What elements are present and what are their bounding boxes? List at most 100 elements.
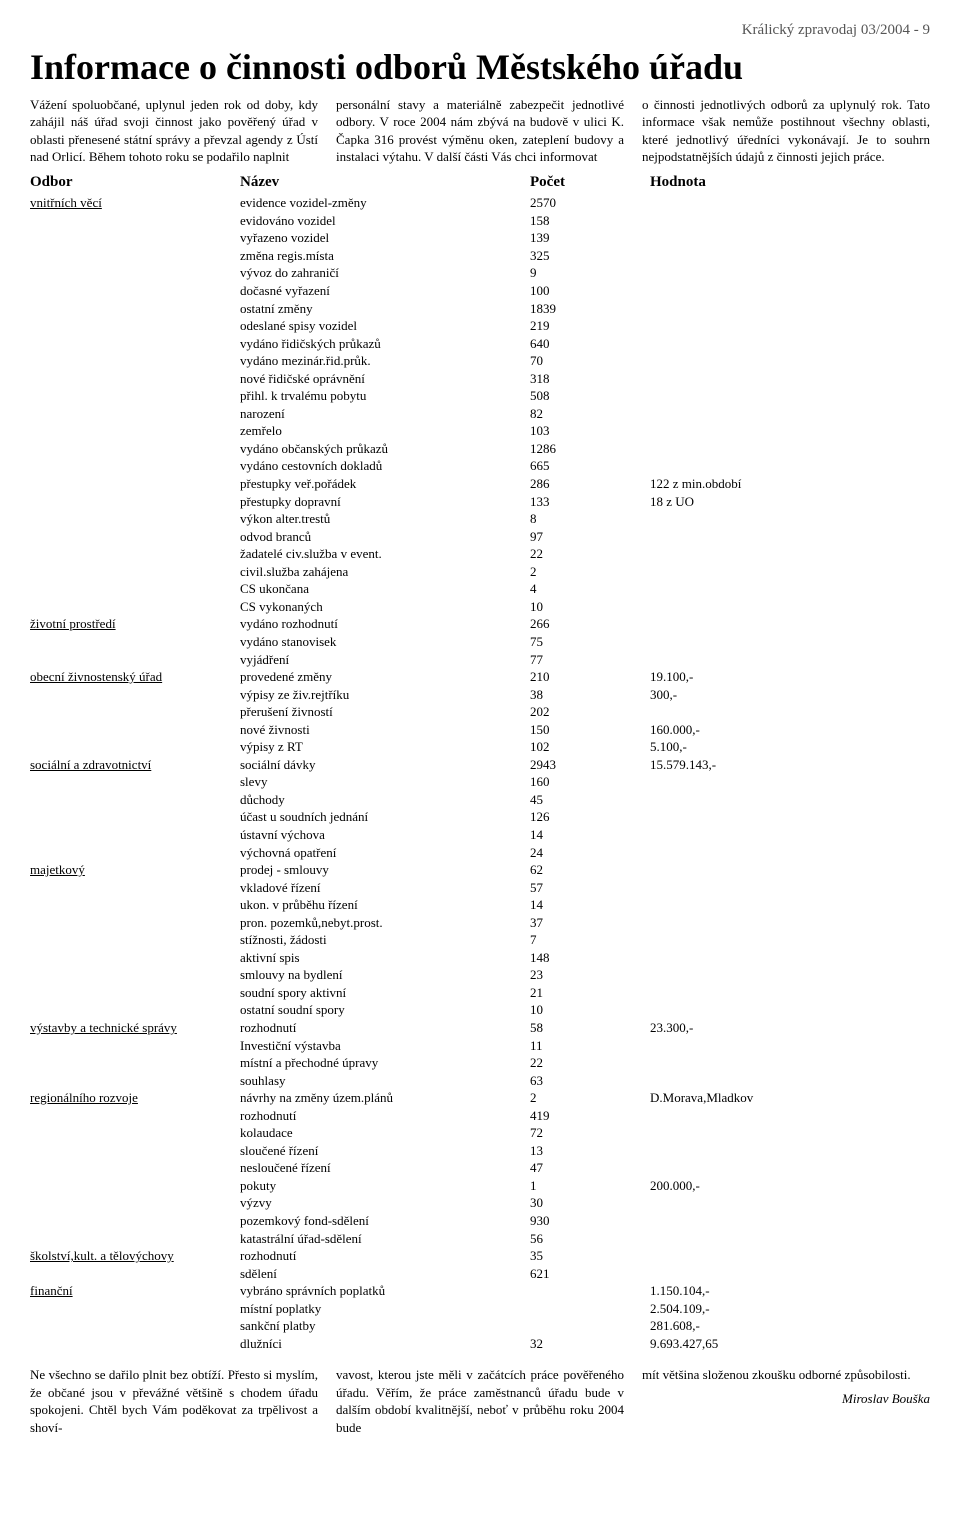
cell-odbor xyxy=(30,422,240,440)
cell-pocet: 8 xyxy=(530,510,650,528)
cell-nazev: odvod branců xyxy=(240,528,530,546)
cell-hodnota xyxy=(650,826,930,844)
cell-odbor xyxy=(30,966,240,984)
cell-pocet: 160 xyxy=(530,773,650,791)
cell-nazev: aktivní spis xyxy=(240,949,530,967)
cell-nazev: ústavní výchova xyxy=(240,826,530,844)
cell-pocet: 62 xyxy=(530,861,650,879)
cell-odbor xyxy=(30,931,240,949)
cell-hodnota: 9.693.427,65 xyxy=(650,1335,930,1353)
cell-odbor: finanční xyxy=(30,1282,240,1300)
cell-odbor xyxy=(30,984,240,1002)
cell-hodnota xyxy=(650,510,930,528)
table-row: nové řidičské oprávnění318 xyxy=(30,370,930,388)
cell-odbor: sociální a zdravotnictví xyxy=(30,756,240,774)
cell-nazev: slevy xyxy=(240,773,530,791)
signature: Miroslav Bouška xyxy=(642,1390,930,1408)
cell-pocet: 286 xyxy=(530,475,650,493)
cell-hodnota xyxy=(650,1072,930,1090)
cell-nazev: evidence vozidel-změny xyxy=(240,194,530,212)
cell-nazev: sdělení xyxy=(240,1265,530,1283)
cell-nazev: kolaudace xyxy=(240,1124,530,1142)
cell-pocet: 1286 xyxy=(530,440,650,458)
cell-nazev: přestupky dopravní xyxy=(240,493,530,511)
cell-odbor xyxy=(30,914,240,932)
cell-odbor xyxy=(30,282,240,300)
cell-pocet: 2570 xyxy=(530,194,650,212)
cell-hodnota xyxy=(650,633,930,651)
cell-pocet: 82 xyxy=(530,405,650,423)
cell-odbor xyxy=(30,1037,240,1055)
cell-odbor xyxy=(30,493,240,511)
cell-odbor xyxy=(30,212,240,230)
cell-pocet: 37 xyxy=(530,914,650,932)
table-row: regionálního rozvojenávrhy na změny územ… xyxy=(30,1089,930,1107)
cell-nazev: vydáno stanovisek xyxy=(240,633,530,651)
cell-nazev: Investiční výstavba xyxy=(240,1037,530,1055)
cell-nazev: nové řidičské oprávnění xyxy=(240,370,530,388)
table-row: vydáno řidičských průkazů640 xyxy=(30,335,930,353)
cell-pocet: 70 xyxy=(530,352,650,370)
cell-odbor xyxy=(30,1124,240,1142)
cell-hodnota: 200.000,- xyxy=(650,1177,930,1195)
cell-nazev: vydáno mezinár.řid.průk. xyxy=(240,352,530,370)
cell-hodnota xyxy=(650,282,930,300)
cell-nazev: žadatelé civ.služba v event. xyxy=(240,545,530,563)
cell-nazev: vybráno správních poplatků xyxy=(240,1282,530,1300)
cell-hodnota: 1.150.104,- xyxy=(650,1282,930,1300)
cell-nazev: smlouvy na bydlení xyxy=(240,966,530,984)
cell-hodnota xyxy=(650,896,930,914)
cell-hodnota xyxy=(650,1124,930,1142)
cell-odbor xyxy=(30,528,240,546)
cell-nazev: vydáno řidičských průkazů xyxy=(240,335,530,353)
cell-hodnota xyxy=(650,212,930,230)
cell-hodnota xyxy=(650,879,930,897)
cell-nazev: pokuty xyxy=(240,1177,530,1195)
cell-hodnota xyxy=(650,352,930,370)
page-title: Informace o činnosti odborů Městského úř… xyxy=(30,48,930,88)
cell-pocet: 202 xyxy=(530,703,650,721)
table-row: místní poplatky2.504.109,- xyxy=(30,1300,930,1318)
table-row: kolaudace72 xyxy=(30,1124,930,1142)
table-row: Investiční výstavba11 xyxy=(30,1037,930,1055)
outro-columns: Ne všechno se dařilo plnit bez obtíží. P… xyxy=(30,1366,930,1436)
cell-hodnota xyxy=(650,580,930,598)
cell-pocet: 30 xyxy=(530,1194,650,1212)
table-row: výkon alter.trestů8 xyxy=(30,510,930,528)
cell-odbor xyxy=(30,686,240,704)
cell-odbor xyxy=(30,1265,240,1283)
table-row: soudní spory aktivní21 xyxy=(30,984,930,1002)
cell-odbor: regionálního rozvoje xyxy=(30,1089,240,1107)
cell-nazev: rozhodnutí xyxy=(240,1107,530,1125)
table-row: nové živnosti150160.000,- xyxy=(30,721,930,739)
cell-pocet xyxy=(530,1317,650,1335)
table-row: stížnosti, žádosti7 xyxy=(30,931,930,949)
cell-hodnota: 281.608,- xyxy=(650,1317,930,1335)
cell-hodnota xyxy=(650,1037,930,1055)
table-row: sociální a zdravotnictvísociální dávky29… xyxy=(30,756,930,774)
cell-hodnota xyxy=(650,528,930,546)
cell-nazev: vydáno cestovních dokladů xyxy=(240,457,530,475)
cell-hodnota: 19.100,- xyxy=(650,668,930,686)
table-row: školství,kult. a tělovýchovyrozhodnutí35 xyxy=(30,1247,930,1265)
cell-odbor xyxy=(30,475,240,493)
cell-nazev: pozemkový fond-sdělení xyxy=(240,1212,530,1230)
cell-hodnota xyxy=(650,563,930,581)
cell-odbor xyxy=(30,264,240,282)
cell-hodnota xyxy=(650,229,930,247)
table-row: důchody45 xyxy=(30,791,930,809)
cell-odbor xyxy=(30,844,240,862)
cell-odbor xyxy=(30,1230,240,1248)
cell-nazev: prodej - smlouvy xyxy=(240,861,530,879)
cell-nazev: CS ukončana xyxy=(240,580,530,598)
cell-hodnota xyxy=(650,264,930,282)
cell-pocet: 325 xyxy=(530,247,650,265)
cell-odbor xyxy=(30,1107,240,1125)
cell-pocet: 14 xyxy=(530,826,650,844)
cell-odbor xyxy=(30,721,240,739)
cell-nazev: výkon alter.trestů xyxy=(240,510,530,528)
cell-odbor xyxy=(30,510,240,528)
table-row: přerušení živností202 xyxy=(30,703,930,721)
cell-pocet: 2 xyxy=(530,1089,650,1107)
cell-nazev: výchovná opatření xyxy=(240,844,530,862)
